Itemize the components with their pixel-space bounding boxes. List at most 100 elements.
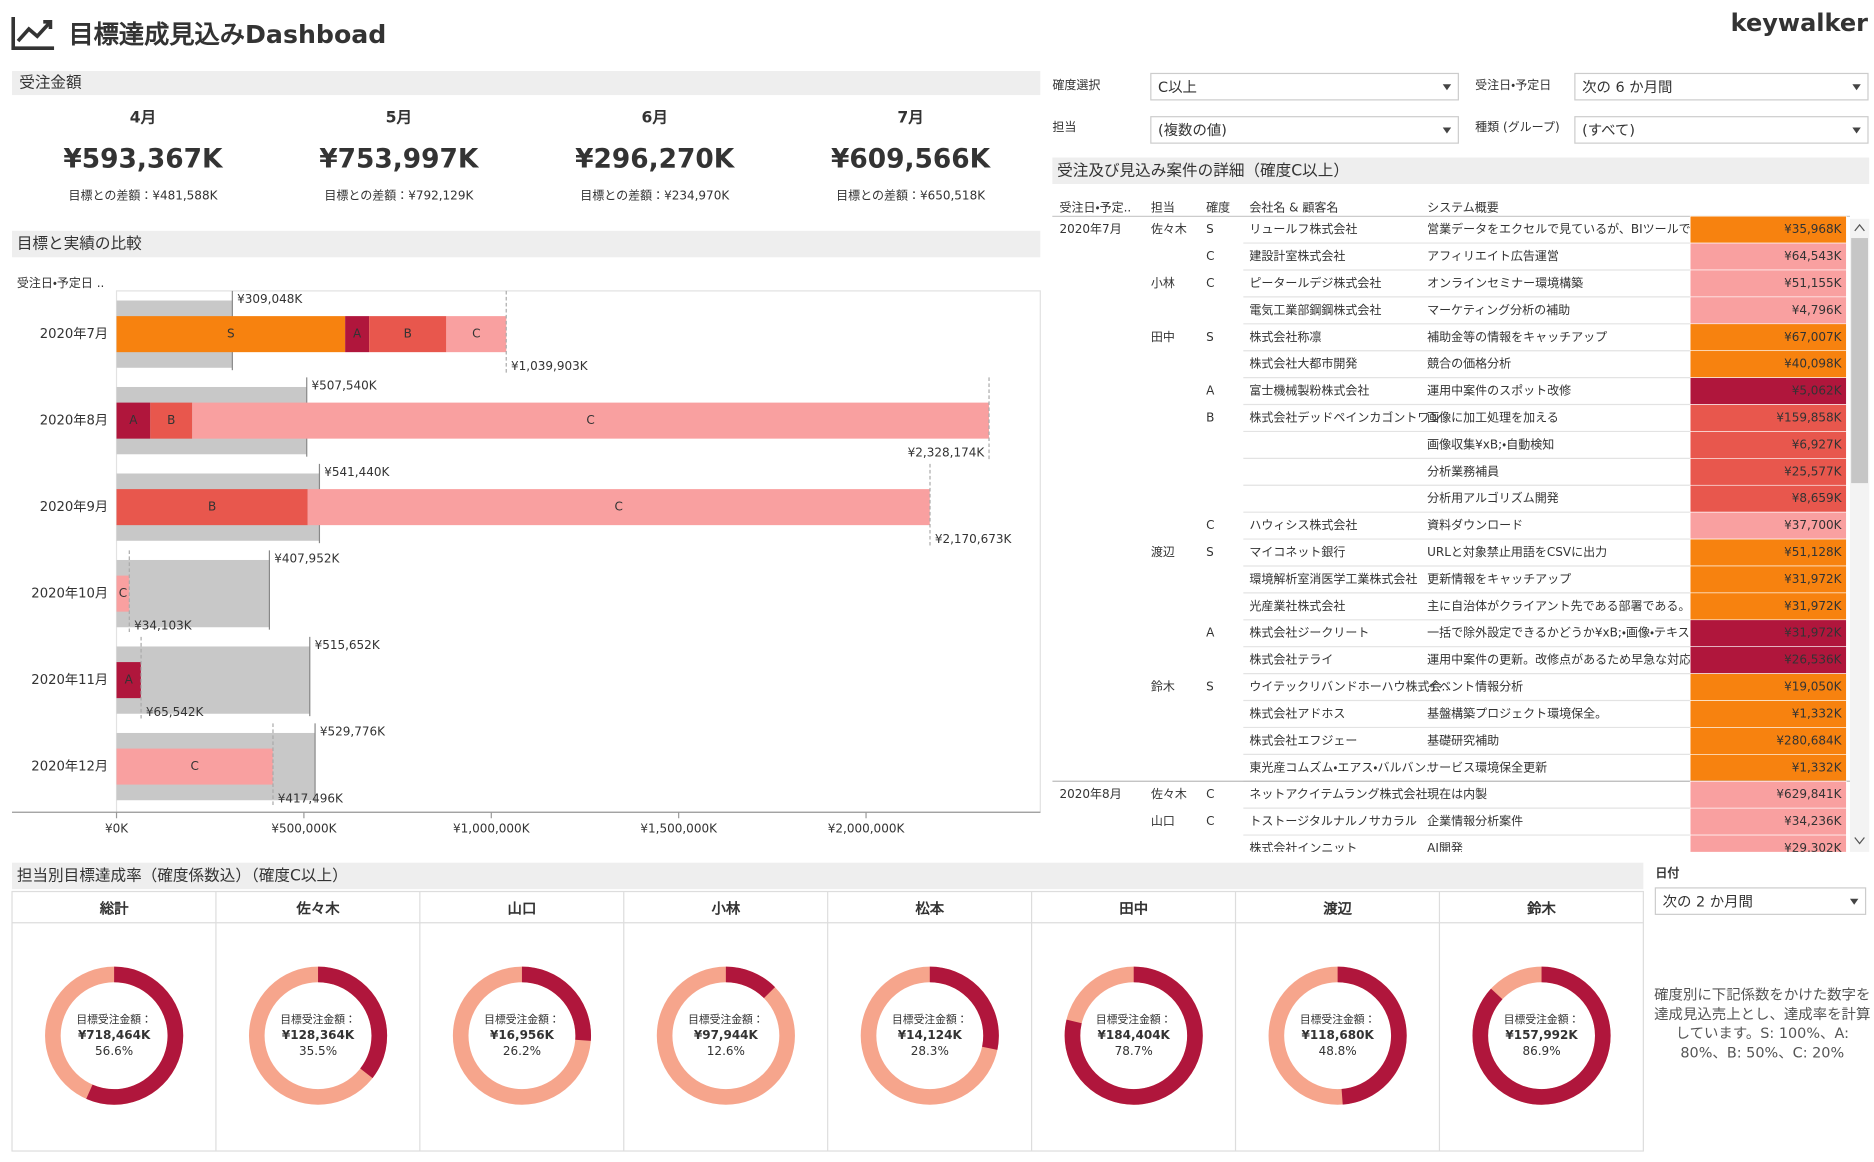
amount-text: ¥31,972K bbox=[1784, 626, 1843, 640]
table-cell: AI開発 bbox=[1427, 841, 1463, 855]
table-cell: 基盤構築プロジェクト環境保全。 bbox=[1427, 705, 1607, 720]
kpi-diff: 目標との差額：¥792,129K bbox=[324, 188, 474, 202]
donut-arc bbox=[1472, 966, 1611, 1105]
donut-percent: 28.3% bbox=[911, 1044, 949, 1058]
amount-cell bbox=[1689, 484, 1847, 513]
filter-label: 受注日・予定日 bbox=[1475, 78, 1551, 92]
filter-label: 担当 bbox=[1052, 120, 1076, 134]
kpi-amount: ¥593,367K bbox=[63, 143, 224, 174]
table-cell: B bbox=[1206, 410, 1214, 424]
x-tick-label: ¥1,000,000K bbox=[453, 822, 531, 836]
x-tick-label: ¥2,000,000K bbox=[828, 822, 906, 836]
kpi-month: 5月 bbox=[386, 108, 412, 126]
table-cell: S bbox=[1206, 330, 1214, 344]
amount-text: ¥280,684K bbox=[1776, 733, 1842, 747]
table-body: 2020年7月 佐々木 S リュールフ株式会社 営業データをエクセルで見ているが、BIツ… bbox=[1052, 215, 1850, 855]
target-bar bbox=[116, 646, 310, 714]
amount-text: ¥629,841K bbox=[1776, 787, 1842, 801]
amount-cell bbox=[1689, 404, 1847, 432]
y-tick-label: 2020年10月 bbox=[31, 586, 108, 602]
dropdown-value: (複数の値) bbox=[1158, 122, 1227, 139]
table-cell: C bbox=[1206, 787, 1214, 801]
table-cell: 富士機械製粉株式会社 bbox=[1249, 383, 1369, 398]
title-icon bbox=[11, 16, 55, 51]
dropdown-arrow bbox=[1849, 898, 1859, 905]
donut-label: 目標受注金額： bbox=[76, 1012, 152, 1026]
y-tick-label: 2020年9月 bbox=[40, 499, 108, 515]
amount-text: ¥6,927K bbox=[1792, 437, 1843, 451]
scroll-up[interactable] bbox=[1854, 223, 1865, 232]
donut-arc bbox=[656, 966, 795, 1105]
donut-title: 小林 bbox=[711, 900, 740, 918]
table-cell: 競合の価格分析 bbox=[1427, 356, 1511, 371]
dropdown[interactable] bbox=[1150, 72, 1459, 101]
table-cell: マーケティング分析の補助 bbox=[1427, 303, 1570, 317]
scroll-thumb[interactable] bbox=[1851, 238, 1868, 484]
section-title: 目標と実績の比較 bbox=[17, 235, 142, 253]
amount-text: ¥51,155K bbox=[1784, 276, 1843, 290]
bar-segment bbox=[116, 662, 141, 699]
kpi-amount: ¥609,566K bbox=[831, 143, 992, 174]
table-cell: 株式会社エフジェー bbox=[1249, 732, 1357, 747]
amount-cell bbox=[1689, 700, 1847, 728]
table-cell: マイコネット銀行 bbox=[1249, 545, 1345, 559]
amount-text: ¥35,968K bbox=[1784, 222, 1843, 236]
bar-segment bbox=[345, 316, 370, 353]
amount-cell bbox=[1689, 834, 1847, 852]
table-cell: C bbox=[1206, 518, 1214, 532]
table-cell: ハウィシス株式会社 bbox=[1249, 517, 1357, 532]
x-tick-label: ¥0K bbox=[105, 822, 129, 836]
table-cell: URLと対象禁止用語をCSVに出力 bbox=[1427, 545, 1607, 559]
dropdown[interactable] bbox=[1574, 72, 1869, 101]
target-label: ¥541,440K bbox=[324, 465, 390, 479]
amount-text: ¥5,062K bbox=[1792, 384, 1843, 398]
table-cell: 企業情報分析案件 bbox=[1427, 814, 1523, 828]
dropdown[interactable] bbox=[1654, 887, 1867, 915]
column-header: 受注日・予定.. bbox=[1060, 201, 1132, 215]
amount-cell bbox=[1689, 296, 1847, 325]
table-cell: 運用中案件の更新。改修点があるため早急な対応.. bbox=[1427, 652, 1699, 667]
dropdown-arrow bbox=[1442, 84, 1452, 91]
table-cell: 株式会社アドホス bbox=[1249, 705, 1345, 720]
amount-cell bbox=[1689, 727, 1847, 755]
column-header: システム概要 bbox=[1427, 201, 1499, 215]
donut-percent: 78.7% bbox=[1115, 1044, 1153, 1058]
amount-text: ¥159,858K bbox=[1776, 410, 1842, 424]
dropdown[interactable] bbox=[1574, 116, 1869, 144]
donut-arc bbox=[860, 966, 999, 1105]
table-cell: 2020年7月 bbox=[1060, 222, 1122, 236]
target-label: ¥529,776K bbox=[320, 724, 386, 738]
amount-cell bbox=[1689, 242, 1847, 271]
table-cell: 運用中案件のスポット改修 bbox=[1427, 383, 1571, 398]
total-label: ¥1,039,903K bbox=[511, 359, 589, 373]
donut-percent: 12.6% bbox=[707, 1044, 745, 1058]
scroll-down[interactable] bbox=[1854, 837, 1865, 845]
table-cell: 株式会社テライ bbox=[1249, 652, 1333, 667]
segment-label: C bbox=[190, 759, 198, 773]
table-cell: アフィリエイト広告運営 bbox=[1427, 249, 1559, 263]
donut-amount: ¥118,680K bbox=[1301, 1028, 1374, 1042]
table-cell: ピータールデジ株式会社 bbox=[1249, 275, 1381, 290]
table-cell: 2020年8月 bbox=[1060, 787, 1122, 801]
amount-cell bbox=[1689, 215, 1847, 244]
bar-segment bbox=[446, 316, 507, 353]
amount-cell bbox=[1689, 538, 1847, 567]
table-cell: 環境解析室消医学工業株式会社 bbox=[1249, 571, 1417, 586]
donut-arc bbox=[248, 966, 388, 1105]
table-cell: 山口 bbox=[1151, 814, 1175, 828]
donut-arc bbox=[1064, 966, 1203, 1105]
donut-title: 渡辺 bbox=[1323, 900, 1352, 918]
dropdown[interactable] bbox=[1150, 116, 1459, 144]
table-cell: 株式会社大都市開発 bbox=[1249, 356, 1357, 371]
donut-amount: ¥14,124K bbox=[898, 1028, 963, 1042]
logo: keywalker bbox=[1731, 9, 1869, 37]
donut-amount: ¥718,464K bbox=[78, 1028, 151, 1042]
table-cell: C bbox=[1206, 249, 1214, 263]
note: 確度別に下記係数をかけた数字を達成見込売上とし、達成率を計算しています。S: 1… bbox=[1654, 986, 1871, 1061]
donut-arc bbox=[45, 966, 184, 1105]
segment-label: C bbox=[472, 327, 480, 341]
kpi-amount: ¥296,270K bbox=[575, 143, 736, 174]
table-cell: A bbox=[1206, 626, 1215, 640]
dropdown-arrow bbox=[1852, 84, 1861, 91]
table-cell: 営業データをエクセルで見ているが、BIツールで省力.. bbox=[1427, 221, 1722, 236]
